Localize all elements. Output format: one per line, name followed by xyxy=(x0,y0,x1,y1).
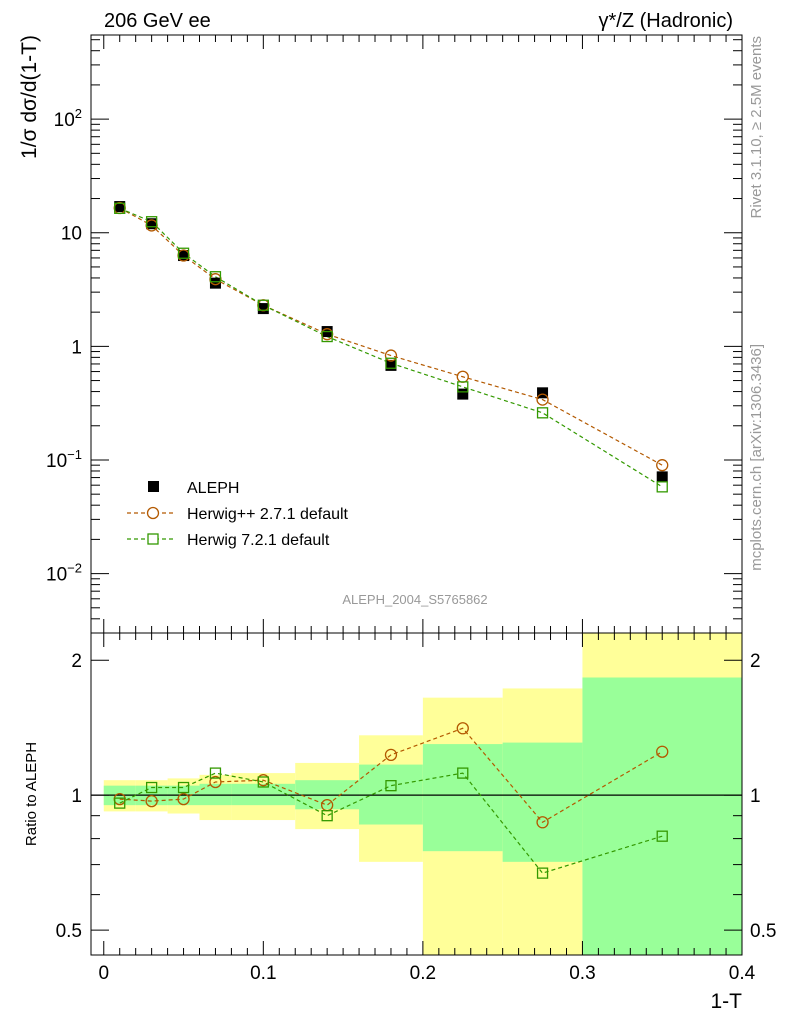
legend: ALEPH Herwig++ 2.7.1 default Herwig 7.2.… xyxy=(127,480,349,549)
ratio-point-herwig7 xyxy=(209,767,222,779)
x-tick-label: 0.2 xyxy=(410,963,436,984)
legend-entry-herwig7: Herwig 7.2.1 default xyxy=(127,532,330,549)
ratio-series-line-0 xyxy=(119,727,663,824)
main-point-herwig7 xyxy=(257,299,269,311)
right-title: γ*/Z (Hadronic) xyxy=(599,10,733,32)
x-tick-label: 0.4 xyxy=(729,963,756,984)
ratio-point-herwig7 xyxy=(656,830,668,842)
main-point-aleph xyxy=(178,250,190,262)
main-series-line-2 xyxy=(119,207,663,488)
main-point-herwig7 xyxy=(385,357,397,369)
main-point-aleph xyxy=(656,471,668,483)
ratio-point-herwig7 xyxy=(536,867,549,879)
legend-marker-aleph xyxy=(148,481,159,492)
ratio-y-tick-label: 1 xyxy=(71,786,82,807)
main-point-herwig7 xyxy=(321,330,333,343)
ratio-point-herwig7 xyxy=(257,776,269,788)
ratio-y-tick-label-right: 2 xyxy=(750,651,761,672)
ratio-band-inner xyxy=(231,783,296,806)
x-tick-label: 0.3 xyxy=(569,963,595,984)
ratio-point-herwig7 xyxy=(145,781,158,794)
left-title: 206 GeV ee xyxy=(104,10,211,32)
main-point-herwig7 xyxy=(457,381,469,393)
main-point-aleph xyxy=(209,277,221,289)
ratio-y-tick-label: 2 xyxy=(71,651,82,672)
ratio-point-herwigpp xyxy=(384,748,398,762)
ratio-y-axis-label: Ratio to ALEPH xyxy=(23,742,40,846)
ratio-point-herwigpp xyxy=(177,792,190,806)
ratio-point-herwigpp xyxy=(656,745,669,758)
ratio-point-herwig7 xyxy=(114,797,126,809)
ratio-point-herwigpp xyxy=(536,816,549,829)
main-point-herwigpp xyxy=(536,393,549,406)
ratio-panel: 0.5 0.5 1 1 2 2 0 0.1 0.2 0.3 0.4 Ratio to ALEPH xyxy=(23,632,776,984)
main-y-tick-label: 10−1 xyxy=(46,447,82,472)
main-y-tick-label: 1 xyxy=(71,337,82,358)
legend-marker-herwig7 xyxy=(147,533,159,545)
ratio-point-herwig7 xyxy=(457,767,469,779)
main-point-herwig7 xyxy=(536,407,549,419)
main-point-aleph xyxy=(146,218,158,230)
main-point-aleph xyxy=(257,303,269,315)
main-point-herwigpp xyxy=(384,349,398,362)
ratio-panel-frame xyxy=(90,632,743,956)
ratio-band-inner xyxy=(502,742,583,862)
main-panel: 10−2 10−1 1 10 102 ALEPH_2004_S5765862 1/σ d… xyxy=(18,34,743,634)
main-point-aleph xyxy=(457,388,469,400)
rivet-version-text: Rivet 3.1.10, ≥ 2.5M events xyxy=(748,36,765,219)
main-point-herwig7 xyxy=(114,202,126,214)
x-tick-label: 0.1 xyxy=(250,963,276,984)
main-y-tick-label: 10 xyxy=(61,224,82,245)
ratio-y-tick-label-right: 0.5 xyxy=(750,921,776,942)
legend-marker-herwigpp xyxy=(146,506,160,520)
ratio-point-herwigpp xyxy=(456,722,469,735)
legend-label-aleph: ALEPH xyxy=(187,480,239,497)
ratio-band-inner xyxy=(359,764,423,825)
main-y-tick-label: 10−2 xyxy=(46,561,82,586)
main-point-herwig7 xyxy=(177,247,190,259)
ratio-point-herwig7 xyxy=(385,780,397,792)
main-point-herwig7 xyxy=(656,481,668,493)
main-y-axis-label: 1/σ dσ/d(1-T) xyxy=(18,35,41,159)
mcplots-text: mcplots.cern.ch [arXiv:1306.3436] xyxy=(748,344,765,571)
ratio-point-herwig7 xyxy=(177,781,190,794)
ratio-point-herwigpp xyxy=(209,775,222,789)
ratio-point-herwig7 xyxy=(321,810,333,822)
ratio-y-tick-label: 0.5 xyxy=(56,921,82,942)
ratio-band-inner xyxy=(199,783,232,806)
main-y-tick-label: 102 xyxy=(54,106,82,131)
main-point-aleph xyxy=(537,387,549,399)
ratio-band-inner xyxy=(422,744,503,852)
legend-entry-aleph: ALEPH xyxy=(148,480,239,497)
legend-label-herwig7: Herwig 7.2.1 default xyxy=(187,532,330,549)
main-series-line-1 xyxy=(119,207,663,466)
x-axis-label: 1-T xyxy=(711,990,743,1013)
main-point-herwig7 xyxy=(145,216,158,228)
main-point-aleph xyxy=(114,201,126,213)
ratio-y-tick-label-right: 1 xyxy=(750,786,761,807)
legend-entry-herwigpp: Herwig++ 2.7.1 default xyxy=(127,506,349,523)
ratio-point-herwigpp xyxy=(145,794,158,808)
ratio-series-line-1 xyxy=(119,772,663,874)
ratio-band-inner xyxy=(582,677,742,955)
x-tick-label: 0 xyxy=(98,963,109,984)
main-point-aleph xyxy=(385,359,397,371)
watermark: ALEPH_2004_S5765862 xyxy=(342,592,487,607)
legend-label-herwigpp: Herwig++ 2.7.1 default xyxy=(187,506,349,523)
main-point-herwig7 xyxy=(209,271,222,283)
main-point-herwigpp xyxy=(656,459,669,472)
